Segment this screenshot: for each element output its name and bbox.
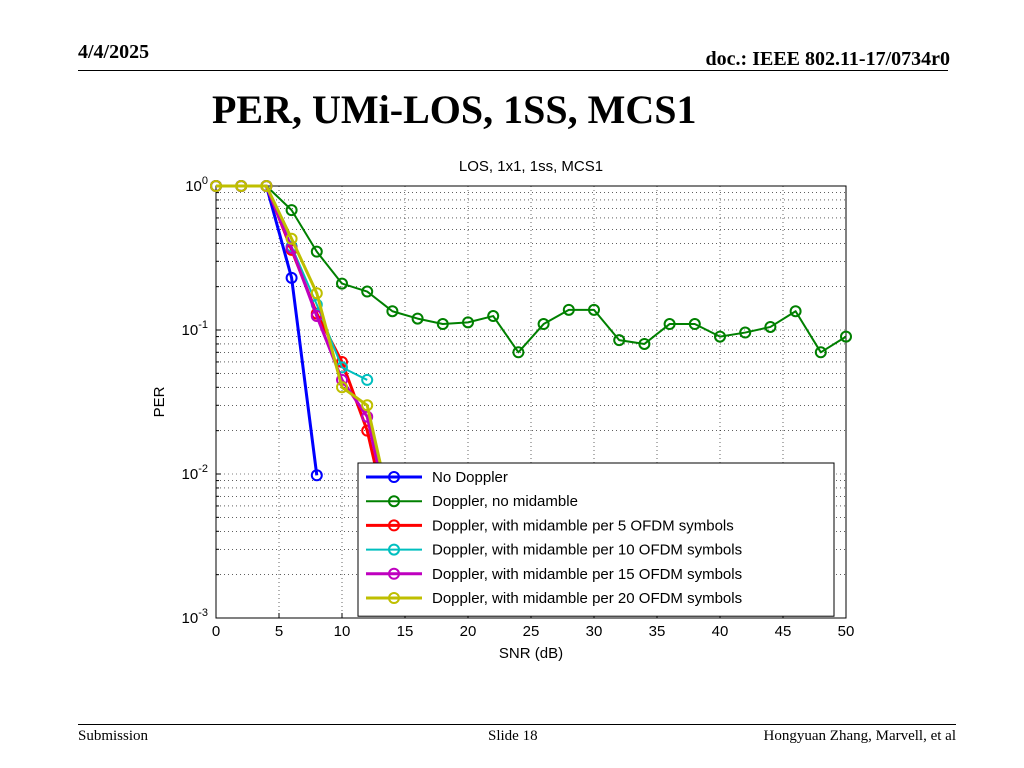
series-2-marker bbox=[487, 310, 500, 323]
header-rule bbox=[78, 70, 948, 71]
series-2-marker bbox=[336, 277, 348, 290]
slide-title: PER, UMi-LOS, 1SS, MCS1 bbox=[212, 87, 697, 132]
legend-label: Doppler, with midamble per 15 OFDM symbo… bbox=[432, 566, 742, 583]
x-tick-label: 40 bbox=[712, 623, 729, 640]
series-2-marker bbox=[562, 303, 575, 316]
y-tick-label: 100 bbox=[185, 175, 208, 195]
series-2-marker bbox=[386, 305, 399, 318]
series-6-marker bbox=[285, 232, 298, 245]
series-2-marker bbox=[840, 330, 852, 343]
legend-marker bbox=[388, 543, 400, 556]
series-2-marker bbox=[814, 346, 827, 359]
legend-marker bbox=[388, 567, 400, 580]
series-2-marker bbox=[436, 318, 449, 331]
legend-label: No Doppler bbox=[432, 469, 508, 486]
plot-frame bbox=[215, 185, 847, 619]
legend-box bbox=[357, 462, 835, 617]
footer-submission: Submission bbox=[78, 728, 149, 744]
header-doc-id: doc.: IEEE 802.11-17/0734r0 bbox=[705, 48, 950, 70]
series-2-marker bbox=[688, 318, 701, 331]
legend-label: Doppler, with midamble per 20 OFDM symbo… bbox=[432, 590, 742, 607]
series-2-marker bbox=[789, 305, 802, 318]
chart-title: LOS, 1x1, 1ss, MCS1 bbox=[459, 158, 603, 175]
series-2-marker bbox=[512, 346, 525, 359]
legend-marker bbox=[388, 495, 400, 508]
series-2-marker bbox=[285, 204, 298, 217]
y-axis-label: PER bbox=[151, 386, 168, 417]
header-date: 4/4/2025 bbox=[78, 41, 150, 63]
x-tick-label: 50 bbox=[838, 623, 855, 640]
x-tick-label: 5 bbox=[275, 623, 283, 640]
footer-authors: Hongyuan Zhang, Marvell, et al bbox=[763, 728, 956, 744]
series-2-marker bbox=[613, 334, 626, 347]
series-2-marker bbox=[462, 316, 474, 329]
series-1-marker bbox=[310, 469, 323, 482]
legend-marker bbox=[388, 471, 400, 483]
legend-label: Doppler, no midamble bbox=[432, 493, 578, 510]
series-2-marker bbox=[310, 245, 323, 258]
x-axis-label: SNR (dB) bbox=[499, 645, 563, 662]
series-6-marker bbox=[210, 180, 222, 192]
x-tick-label: 35 bbox=[649, 623, 666, 640]
y-tick-label: 10-3 bbox=[182, 607, 208, 627]
per-chart: 0 5 10 15 20 25 30 35 40 45 50 100 10-1 10-2 10-3 LOS, … bbox=[151, 158, 855, 662]
legend-marker bbox=[388, 592, 400, 604]
series-2-marker bbox=[714, 330, 726, 343]
series-2-marker bbox=[663, 318, 676, 331]
y-tick-label: 10-2 bbox=[182, 463, 208, 483]
series-6-marker bbox=[361, 399, 374, 412]
series-6-marker bbox=[260, 180, 273, 192]
x-tick-label: 30 bbox=[586, 623, 603, 640]
series-2-marker bbox=[638, 337, 651, 350]
x-tick-label: 25 bbox=[523, 623, 540, 640]
series-6-marker bbox=[235, 180, 248, 192]
series-1-marker bbox=[285, 271, 298, 284]
series-6-marker bbox=[336, 381, 348, 394]
x-tick-label: 20 bbox=[460, 623, 477, 640]
series-2-marker bbox=[764, 320, 777, 333]
series-2-marker bbox=[739, 326, 752, 339]
series-2-marker bbox=[361, 285, 374, 298]
x-tick-label: 0 bbox=[212, 623, 220, 640]
legend-label: Doppler, with midamble per 10 OFDM symbo… bbox=[432, 542, 742, 559]
x-tick-label: 10 bbox=[334, 623, 351, 640]
y-tick-label: 10-1 bbox=[182, 319, 208, 339]
series-6-marker bbox=[310, 287, 323, 300]
x-tick-label: 45 bbox=[775, 623, 792, 640]
series-2-marker bbox=[411, 312, 424, 325]
series-2-marker bbox=[588, 303, 600, 316]
legend-label: Doppler, with midamble per 5 OFDM symbol… bbox=[432, 517, 734, 534]
x-tick-label: 15 bbox=[397, 623, 414, 640]
series-4-marker bbox=[361, 373, 374, 386]
series-2-marker bbox=[537, 318, 550, 331]
footer-slide-number: Slide 18 bbox=[488, 728, 538, 744]
legend-marker bbox=[388, 519, 400, 532]
footer-rule bbox=[78, 724, 956, 725]
